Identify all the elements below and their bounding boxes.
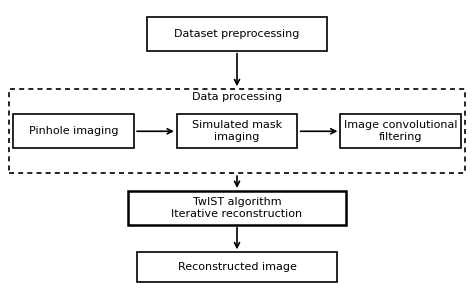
FancyBboxPatch shape bbox=[340, 114, 461, 148]
Text: Dataset preprocessing: Dataset preprocessing bbox=[174, 29, 300, 39]
FancyBboxPatch shape bbox=[176, 114, 298, 148]
FancyBboxPatch shape bbox=[137, 252, 337, 282]
Text: Simulated mask
imaging: Simulated mask imaging bbox=[192, 120, 282, 142]
Text: Reconstructed image: Reconstructed image bbox=[178, 262, 296, 272]
Text: TwIST algorithm
Iterative reconstruction: TwIST algorithm Iterative reconstruction bbox=[172, 197, 302, 219]
Text: Data processing: Data processing bbox=[192, 92, 282, 102]
FancyBboxPatch shape bbox=[128, 191, 346, 225]
FancyBboxPatch shape bbox=[13, 114, 134, 148]
Text: Image convolutional
filtering: Image convolutional filtering bbox=[344, 120, 457, 142]
Text: Pinhole imaging: Pinhole imaging bbox=[29, 126, 118, 136]
FancyBboxPatch shape bbox=[147, 17, 327, 51]
